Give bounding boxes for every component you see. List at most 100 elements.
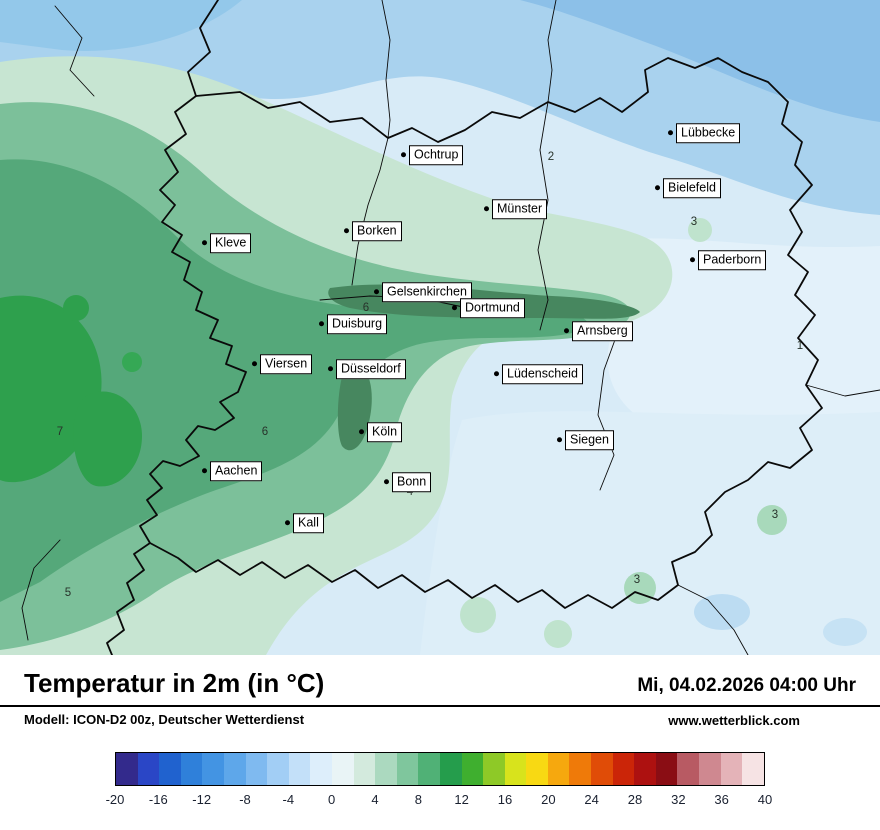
- city-label: Köln: [367, 422, 403, 442]
- colorbar-segment: [223, 753, 246, 785]
- colorbar-segment: [418, 753, 440, 785]
- city-marker: Paderborn: [690, 250, 767, 270]
- city-label: Lüdenscheid: [502, 364, 583, 384]
- divider-line: [0, 705, 880, 707]
- city-label: Münster: [492, 199, 548, 219]
- map: 2 3 1 6 6 7 5 4 3 3 Ochtrup Lübbecke Münster Bielefe…: [0, 0, 880, 655]
- city-label: Lübbecke: [676, 123, 741, 143]
- city-marker: Bonn: [384, 472, 432, 492]
- colorbar-segment: [331, 753, 354, 785]
- city-label: Viersen: [260, 354, 313, 374]
- colorbar-segment: [461, 753, 484, 785]
- colorbar-segment: [396, 753, 419, 785]
- colorbar-segment: [137, 753, 160, 785]
- city-label: Kleve: [210, 233, 252, 253]
- temperature-value-label: 7: [56, 426, 64, 438]
- city-label: Gelsenkirchen: [382, 282, 472, 302]
- colorbar-segment: [634, 753, 656, 785]
- city-marker: Bielefeld: [655, 178, 721, 198]
- colorbar-tick-label: 32: [671, 792, 686, 807]
- temperature-value-label: 3: [771, 509, 779, 521]
- city-marker: Kleve: [202, 233, 252, 253]
- city-dot-icon: [328, 366, 333, 372]
- city-marker: Ochtrup: [401, 145, 464, 165]
- colorbar-tick-label: 12: [454, 792, 469, 807]
- colorbar-tick-label: -8: [239, 792, 251, 807]
- temperature-value-label: 1: [796, 340, 804, 352]
- city-label: Arnsberg: [572, 321, 633, 341]
- colorbar-tick-label: -4: [282, 792, 295, 807]
- city-marker: Arnsberg: [564, 321, 633, 341]
- temperature-value-label: 6: [362, 302, 370, 314]
- colorbar-tick-label: 40: [757, 792, 773, 807]
- city-marker: Dortmund: [452, 298, 525, 318]
- city-dot-icon: [384, 479, 389, 485]
- city-label: Borken: [352, 221, 402, 241]
- model-info: Modell: ICON-D2 00z, Deutscher Wetterdie…: [24, 712, 305, 727]
- city-dot-icon: [494, 371, 499, 377]
- colorbar-tick-label: 28: [627, 792, 643, 807]
- city-marker: Aachen: [202, 461, 263, 481]
- temperature-value-label: 5: [64, 587, 72, 599]
- footer: Temperatur in 2m (in °C) Mi, 04.02.2026 …: [0, 655, 880, 830]
- colorbar-segment: [267, 753, 289, 785]
- city-label: Siegen: [565, 430, 614, 450]
- border-lines: [21, 0, 880, 655]
- city-label: Duisburg: [327, 314, 388, 334]
- temperature-value-label: 4: [406, 486, 414, 498]
- colorbar-segment: [720, 753, 743, 785]
- colorbar-tick-label: 0: [328, 792, 336, 807]
- colorbar-tick-label: 20: [541, 792, 556, 807]
- colorbar-segment: [655, 753, 678, 785]
- colorbar-segment: [180, 753, 203, 785]
- colorbar-segment: [288, 753, 311, 785]
- city-dot-icon: [285, 520, 290, 526]
- colorbar-segment: [353, 753, 376, 785]
- city-label: Düsseldorf: [336, 359, 406, 379]
- colorbar-tick-label: 16: [497, 792, 513, 807]
- colorbar-tick-label: -16: [148, 792, 168, 807]
- city-marker: Borken: [344, 221, 402, 241]
- city-label: Aachen: [210, 461, 263, 481]
- temperature-colorbar: [115, 752, 765, 786]
- city-marker: Köln: [359, 422, 403, 442]
- colorbar-segment: [245, 753, 268, 785]
- city-dot-icon: [344, 228, 349, 234]
- page-title: Temperatur in 2m (in °C): [24, 668, 325, 698]
- city-label: Paderborn: [698, 250, 767, 270]
- colorbar-segment: [612, 753, 635, 785]
- colorbar-segment: [742, 753, 764, 785]
- colorbar-segment: [159, 753, 181, 785]
- colorbar-tick-label: 4: [371, 792, 379, 807]
- colorbar-tick-label: -12: [192, 792, 212, 807]
- colorbar-segment: [202, 753, 224, 785]
- city-dot-icon: [202, 240, 207, 246]
- city-marker: Viersen: [252, 354, 313, 374]
- colorbar-tick-label: 8: [414, 792, 422, 807]
- colorbar-segment: [591, 753, 613, 785]
- city-dot-icon: [655, 185, 660, 191]
- city-marker: Kall: [285, 513, 324, 533]
- city-dot-icon: [690, 257, 695, 263]
- temperature-value-label: 3: [690, 216, 698, 228]
- colorbar-segment: [547, 753, 570, 785]
- city-marker: Düsseldorf: [328, 359, 406, 379]
- colorbar-segment: [439, 753, 462, 785]
- city-marker: Siegen: [557, 430, 614, 450]
- temperature-value-label: 3: [633, 574, 641, 586]
- city-dot-icon: [202, 468, 207, 474]
- city-marker: Lüdenscheid: [494, 364, 583, 384]
- city-label: Bonn: [392, 472, 432, 492]
- colorbar-segment: [116, 753, 138, 785]
- city-label: Dortmund: [460, 298, 525, 318]
- city-dot-icon: [452, 305, 457, 311]
- colorbar-tick-label: 24: [584, 792, 599, 807]
- colorbar-segment: [699, 753, 721, 785]
- colorbar-tick-label: -20: [105, 792, 125, 807]
- city-marker: Münster: [484, 199, 548, 219]
- city-dot-icon: [252, 361, 257, 367]
- city-label: Kall: [293, 513, 324, 533]
- city-label: Bielefeld: [663, 178, 721, 198]
- city-marker: Lübbecke: [668, 123, 741, 143]
- map-image: [0, 0, 880, 655]
